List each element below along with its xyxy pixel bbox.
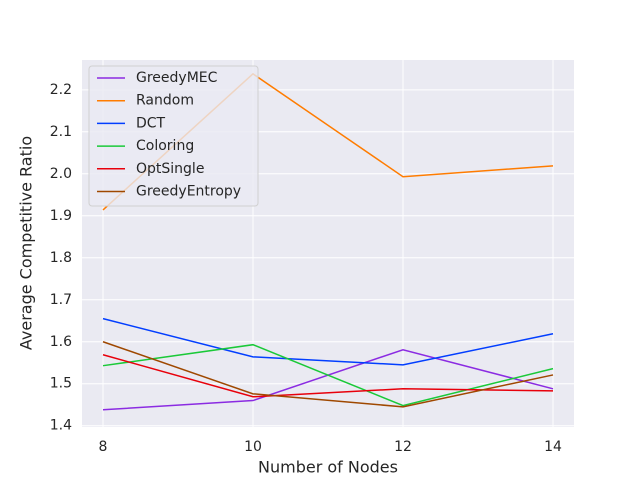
y-tick-label: 1.8 <box>50 250 72 266</box>
legend-box <box>88 65 259 207</box>
legend-label: DCT <box>136 115 166 131</box>
legend-label: Random <box>136 93 194 109</box>
y-tick-label: 1.5 <box>50 376 72 392</box>
series-line <box>102 354 554 398</box>
y-tick-label: 2.2 <box>50 82 72 98</box>
legend-label: Coloring <box>136 138 194 154</box>
legend-label: GreedyMEC <box>136 70 218 86</box>
y-tick-label: 1.7 <box>50 292 72 308</box>
y-tick-label: 1.6 <box>50 334 72 350</box>
series-line <box>102 343 554 407</box>
y-tick-label: 2.1 <box>50 124 72 140</box>
legend-label: GreedyEntropy <box>136 184 241 200</box>
x-tick-label: 12 <box>394 439 412 455</box>
y-tick-label: 1.4 <box>50 418 72 434</box>
x-tick-label: 10 <box>244 439 262 455</box>
series-line <box>102 341 554 408</box>
x-tick-label: 14 <box>544 439 562 455</box>
y-tick-label: 1.9 <box>50 208 72 224</box>
legend-label: OptSingle <box>136 161 204 177</box>
x-axis-label: Number of Nodes <box>258 458 398 477</box>
x-tick-label: 8 <box>99 439 108 455</box>
series-line <box>102 317 554 366</box>
y-axis-label: Average Competitive Ratio <box>17 136 36 350</box>
y-tick-label: 2.0 <box>50 166 72 182</box>
